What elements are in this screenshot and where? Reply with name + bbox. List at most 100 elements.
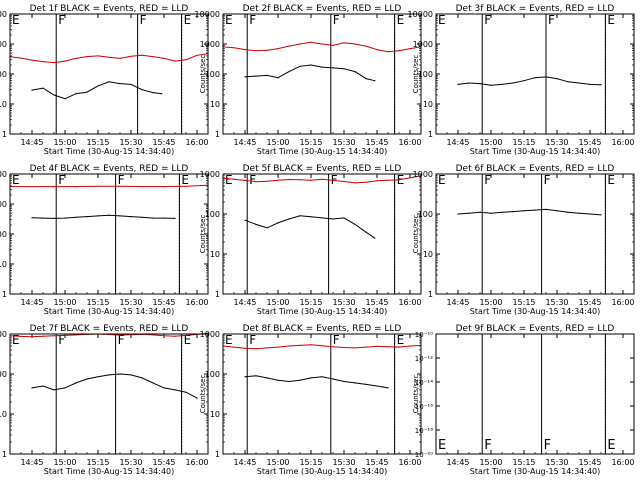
data-point-lld <box>196 54 198 56</box>
data-point-events <box>343 217 345 219</box>
data-point-events <box>479 83 481 85</box>
data-point-events <box>31 89 33 91</box>
data-point-lld <box>409 345 411 347</box>
data-point-lld <box>108 56 110 58</box>
marker-label: F <box>331 173 338 187</box>
data-point-lld <box>398 346 400 348</box>
x-tick-label: 15:15 <box>86 458 109 467</box>
data-point-events <box>332 67 334 69</box>
data-point-lld <box>387 346 389 348</box>
x-tick-label: 15:45 <box>578 458 601 467</box>
marker-label: F <box>58 13 65 27</box>
data-point-events <box>119 83 121 85</box>
x-tick-label: 15:15 <box>86 138 109 147</box>
x-tick-label: 14:45 <box>446 458 469 467</box>
data-point-events <box>578 212 580 214</box>
data-point-lld <box>255 181 257 183</box>
x-tick-label: 14:45 <box>446 298 469 307</box>
data-point-lld <box>53 335 55 337</box>
data-point-lld <box>343 42 345 44</box>
series-events <box>244 64 375 82</box>
y-tick-label: 10 <box>210 100 220 109</box>
plot-frame <box>435 333 635 455</box>
data-point-lld <box>42 335 44 337</box>
data-point-events <box>365 231 367 233</box>
data-point-lld <box>266 49 268 51</box>
data-point-lld <box>354 43 356 45</box>
data-point-events <box>321 217 323 219</box>
x-tick-label: 14:45 <box>20 458 43 467</box>
x-tick-label: 15:00 <box>266 298 289 307</box>
x-tick-label: 15:45 <box>152 138 175 147</box>
data-point-lld <box>174 60 176 62</box>
data-point-lld <box>119 57 121 60</box>
data-point-lld <box>310 344 312 346</box>
y-tick-label: 1000 <box>0 40 7 49</box>
x-tick-label: 15:45 <box>578 298 601 307</box>
marker-label: E <box>607 438 615 453</box>
y-tick-label: 1000 <box>0 200 7 209</box>
data-point-lld <box>343 346 345 349</box>
data-point-events <box>534 209 536 211</box>
data-point-events <box>75 216 77 218</box>
x-tick-label: 14:45 <box>233 138 256 147</box>
data-point-lld <box>299 43 301 45</box>
x-tick-label: 15:15 <box>299 138 322 147</box>
y-tick-label: 10000 <box>0 10 7 19</box>
data-point-events <box>119 373 121 375</box>
data-point-lld <box>288 178 290 181</box>
data-point-lld <box>244 179 246 181</box>
data-point-lld <box>31 336 33 338</box>
data-point-events <box>31 387 33 389</box>
data-point-events <box>299 65 301 67</box>
x-tick-label: 16:00 <box>398 138 421 147</box>
x-tick-label: 15:45 <box>365 138 388 147</box>
y-tick-label: 100 <box>0 70 7 79</box>
x-axis-label: Start Time (30-Aug-15 14:34:40) <box>257 307 388 316</box>
marker-label: E <box>12 173 20 187</box>
y-tick-label: 10⁻²⁰ <box>415 451 433 459</box>
data-point-lld <box>233 178 235 180</box>
data-point-events <box>130 216 132 218</box>
data-point-events <box>53 217 55 219</box>
data-point-lld <box>310 41 312 43</box>
x-tick-label: 15:30 <box>119 298 142 307</box>
data-point-events <box>578 82 580 84</box>
data-point-lld <box>343 180 345 183</box>
data-point-lld <box>332 346 334 348</box>
data-point-events <box>310 64 312 66</box>
data-point-lld <box>255 348 257 350</box>
data-point-lld <box>266 180 268 182</box>
x-tick-label: 16:00 <box>185 298 208 307</box>
data-point-lld <box>277 346 279 348</box>
data-point-events <box>97 376 99 378</box>
data-point-events <box>163 387 165 389</box>
x-tick-label: 15:00 <box>53 458 76 467</box>
data-point-events <box>321 66 323 68</box>
data-point-events <box>589 213 591 215</box>
data-point-events <box>365 383 367 385</box>
x-tick-label: 15:00 <box>266 138 289 147</box>
x-tick-label: 15:00 <box>53 298 76 307</box>
data-point-lld <box>299 344 301 346</box>
marker-label: E <box>225 13 233 27</box>
x-tick-label: 16:00 <box>398 458 421 467</box>
data-point-events <box>288 71 290 73</box>
data-point-events <box>288 380 290 383</box>
x-tick-label: 15:30 <box>332 138 355 147</box>
data-point-events <box>152 217 154 219</box>
marker-label: F <box>333 333 340 347</box>
y-tick-label: 10 <box>210 410 220 419</box>
data-point-lld <box>277 48 279 50</box>
x-tick-label: 14:45 <box>233 298 256 307</box>
data-point-events <box>75 382 77 384</box>
data-point-events <box>600 214 602 216</box>
data-point-events <box>161 93 163 95</box>
panel-3: Det 3f BLACK = Events, RED = LLD Counts/s… <box>408 4 635 156</box>
y-tick-label: 1000 <box>0 330 7 339</box>
x-axis-label: Start Time (30-Aug-15 14:34:40) <box>257 147 388 156</box>
data-point-events <box>343 68 345 70</box>
plot-frame <box>435 13 635 135</box>
data-point-events <box>266 377 268 379</box>
y-axis-label: Counts/sec <box>412 375 420 414</box>
